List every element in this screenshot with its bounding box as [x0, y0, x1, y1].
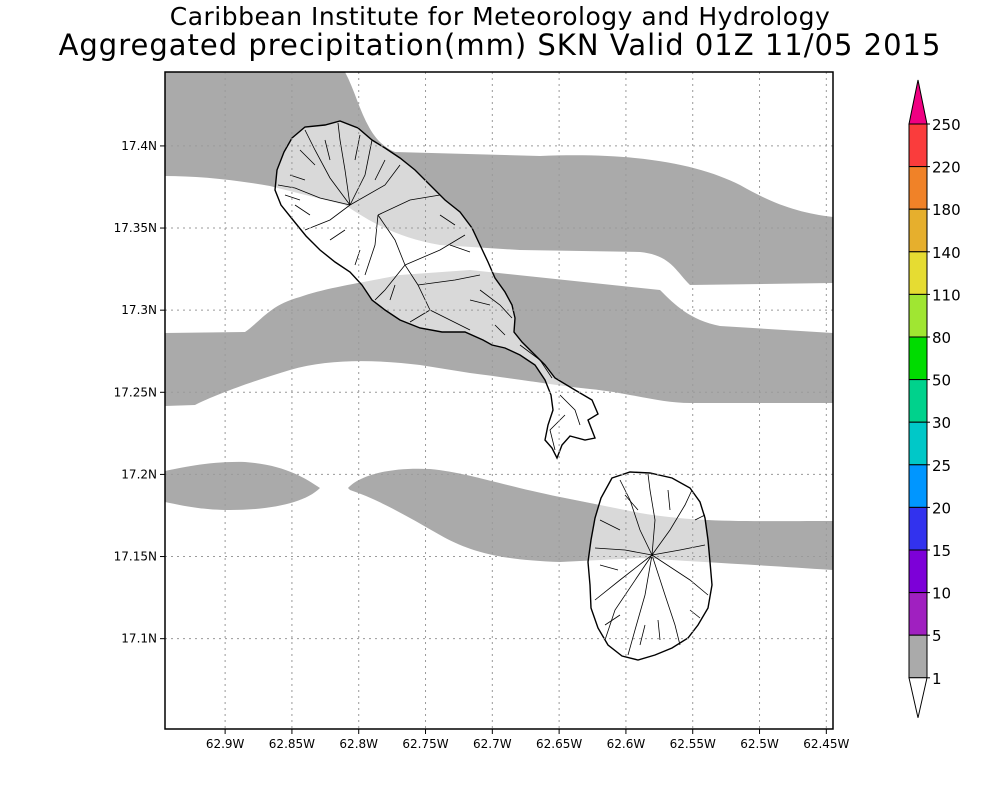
precip-band-south-west: [165, 461, 320, 510]
colorbar-label: 15: [932, 542, 951, 560]
colorbar-label: 25: [932, 457, 951, 475]
colorbar-segment: [908, 464, 928, 508]
colorbar-segment: [908, 421, 928, 466]
colorbar-label: 80: [932, 329, 951, 347]
y-tick-label: 17.1N: [121, 632, 157, 646]
colorbar-segment: [908, 379, 928, 423]
colorbar-segment: [908, 592, 928, 636]
colorbar-label: 250: [932, 116, 961, 134]
colorbar-label: 10: [932, 585, 951, 603]
colorbar-label: 1: [932, 670, 942, 688]
x-tick-label: 62.8W: [339, 737, 378, 751]
x-tick-label: 62.55W: [670, 737, 716, 751]
colorbar-segment: [908, 123, 928, 168]
colorbar-label: 20: [932, 499, 951, 517]
st-kitts-fill: [274, 120, 599, 460]
colorbar-top-arrow: [908, 79, 928, 125]
colorbar-bottom-arrow: [908, 677, 928, 718]
colorbar-segment: [908, 506, 928, 551]
title-product: Aggregated precipitation(mm) SKN Valid 0…: [58, 28, 942, 62]
y-tick-label: 17.4N: [121, 139, 157, 153]
title-institute: Caribbean Institute for Meteorology and …: [169, 2, 831, 31]
colorbar-segment: [908, 293, 928, 338]
y-tick-label: 17.35N: [114, 221, 157, 235]
precip-band-north: [165, 72, 833, 285]
colorbar: 250 220 180 140 110 80 50 30 25 20 15 10 5 1: [908, 79, 961, 718]
precip-band-south: [348, 468, 833, 570]
map-grid: [165, 72, 833, 729]
colorbar-segment: [908, 208, 928, 253]
x-tick-label: 62.45W: [803, 737, 849, 751]
st-kitts-drainage: [277, 122, 581, 451]
colorbar-label: 180: [932, 201, 961, 219]
x-tick-label: 62.85W: [269, 737, 315, 751]
colorbar-label: 50: [932, 372, 951, 390]
colorbar-segment: [908, 166, 928, 210]
y-tick-label: 17.2N: [121, 467, 157, 481]
x-tick-label: 62.75W: [402, 737, 448, 751]
x-tick-label: 62.9W: [206, 737, 245, 751]
x-tick-label: 62.6W: [607, 737, 646, 751]
colorbar-segment: [908, 634, 928, 679]
y-tick-label: 17.3N: [121, 303, 157, 317]
island-nevis: [587, 471, 713, 661]
colorbar-label: 220: [932, 159, 961, 177]
colorbar-segment: [908, 251, 928, 295]
island-st-kitts: [274, 120, 599, 460]
x-tick-label: 62.7W: [473, 737, 512, 751]
colorbar-label: 30: [932, 414, 951, 432]
colorbar-segment: [908, 336, 928, 381]
x-tick-label: 62.5W: [740, 737, 779, 751]
colorbar-label: 110: [932, 286, 961, 304]
colorbar-segment: [908, 549, 928, 594]
plot-frame: [164, 71, 834, 730]
x-tick-label: 62.65W: [536, 737, 582, 751]
map-axes: 62.9W 62.85W 62.8W 62.75W 62.7W 62.65W 62.6W 62…: [114, 139, 850, 751]
y-tick-label: 17.15N: [114, 550, 157, 564]
colorbar-label: 140: [932, 244, 961, 262]
nevis-drainage: [594, 473, 709, 656]
colorbar-label: 5: [932, 627, 942, 645]
y-tick-label: 17.25N: [114, 385, 157, 399]
